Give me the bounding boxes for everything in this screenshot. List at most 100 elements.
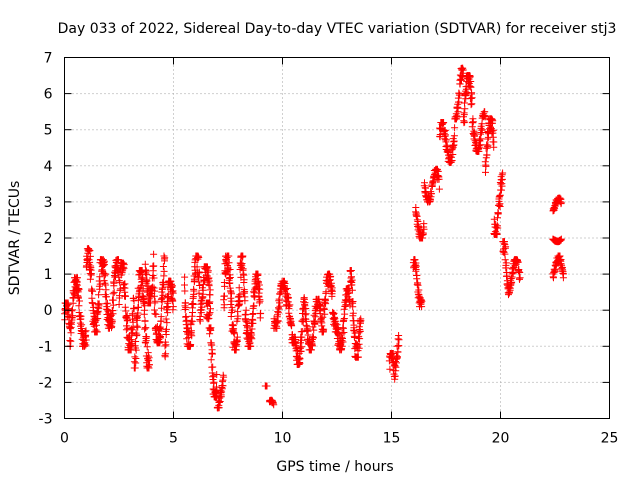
data-point-marker	[442, 136, 450, 144]
data-point-marker	[188, 317, 196, 325]
y-tick-label: -3	[39, 412, 53, 428]
data-point-marker	[240, 276, 248, 284]
data-point-marker	[459, 66, 467, 74]
data-point-marker	[207, 356, 215, 364]
data-point-marker	[338, 342, 346, 350]
data-point-marker	[150, 274, 158, 282]
data-point-marker	[209, 363, 217, 371]
data-point-marker	[134, 323, 142, 331]
data-point-marker	[206, 330, 214, 338]
y-tick-label: 3	[44, 195, 53, 211]
data-point-marker	[435, 185, 443, 193]
data-point-marker	[108, 318, 116, 326]
data-point-marker	[340, 316, 348, 324]
y-axis-title: SDTVAR / TECUs	[7, 181, 23, 296]
data-point-marker	[182, 313, 190, 320]
data-point-marker	[489, 117, 497, 125]
data-point-marker	[496, 203, 504, 210]
data-point-marker	[461, 118, 469, 126]
data-point-marker	[225, 259, 233, 267]
data-point-marker	[455, 98, 463, 106]
data-point-marker	[322, 300, 330, 308]
data-point-marker	[115, 301, 123, 308]
data-point-marker	[498, 182, 506, 190]
data-point-marker	[357, 317, 365, 325]
data-point-marker	[132, 346, 140, 354]
data-point-marker	[69, 312, 77, 320]
data-point-marker	[129, 318, 137, 326]
data-point-marker	[96, 273, 104, 281]
data-point-marker	[468, 100, 476, 108]
data-point-marker	[143, 271, 151, 279]
data-point-marker	[442, 131, 449, 139]
data-point-marker	[318, 319, 326, 327]
data-point-marker	[206, 309, 214, 317]
data-point-marker	[130, 297, 138, 305]
data-point-marker	[241, 297, 249, 305]
data-point-marker	[250, 302, 258, 310]
data-point-marker	[285, 302, 293, 310]
data-point-marker	[158, 304, 166, 312]
data-point-marker	[557, 235, 565, 243]
data-point-marker	[141, 302, 149, 310]
data-point-marker	[138, 282, 146, 290]
data-point-marker	[228, 306, 236, 314]
data-point-marker	[309, 333, 317, 341]
data-point-marker	[141, 325, 149, 333]
data-point-marker	[187, 321, 195, 329]
data-point-marker	[467, 101, 475, 109]
data-point-marker	[230, 330, 238, 338]
data-point-marker	[255, 278, 262, 286]
data-point-marker	[136, 283, 144, 291]
data-point-marker	[93, 328, 101, 336]
data-point-marker	[77, 312, 85, 320]
data-point-marker	[419, 229, 427, 237]
data-point-marker	[316, 310, 324, 318]
data-point-marker	[71, 291, 79, 299]
y-tick-label: 1	[44, 267, 53, 283]
y-tick-label: 4	[44, 159, 53, 175]
data-point-marker	[110, 279, 118, 287]
data-point-marker	[78, 321, 86, 329]
data-point-marker	[251, 284, 259, 292]
data-point-marker	[169, 297, 177, 305]
data-point-marker	[413, 271, 421, 279]
data-point-marker	[143, 277, 151, 285]
data-point-marker	[189, 301, 197, 308]
data-point-marker	[482, 162, 490, 170]
data-point-marker	[242, 306, 250, 314]
data-point-marker	[496, 192, 504, 200]
data-point-marker	[157, 333, 164, 340]
data-point-marker	[310, 326, 318, 334]
x-tick-label: 10	[274, 431, 292, 447]
data-point-marker	[218, 385, 226, 393]
data-point-marker	[460, 111, 468, 119]
data-point-marker	[311, 320, 319, 328]
data-point-marker	[276, 302, 284, 310]
data-point-marker	[195, 269, 203, 277]
data-point-marker	[448, 157, 456, 164]
data-point-marker	[310, 311, 318, 319]
data-point-marker	[159, 263, 167, 270]
data-point-marker	[386, 365, 394, 373]
data-point-marker	[151, 297, 159, 305]
data-point-marker	[68, 307, 76, 315]
data-point-marker	[190, 287, 198, 295]
data-point-marker	[254, 270, 262, 278]
data-point-marker	[249, 310, 257, 317]
data-point-marker	[74, 274, 81, 282]
data-point-marker	[188, 332, 196, 340]
data-point-marker	[150, 262, 158, 270]
data-point-marker	[182, 304, 190, 312]
data-point-marker	[484, 141, 492, 149]
data-point-marker	[501, 256, 509, 264]
data-point-marker	[109, 310, 117, 318]
data-point-marker	[89, 287, 97, 295]
data-point-marker	[234, 312, 242, 320]
data-point-marker	[355, 344, 363, 352]
data-point-marker	[64, 310, 72, 318]
data-point-marker	[168, 288, 176, 296]
data-point-marker	[256, 297, 264, 305]
data-point-marker	[467, 83, 475, 91]
data-point-marker	[500, 248, 508, 256]
